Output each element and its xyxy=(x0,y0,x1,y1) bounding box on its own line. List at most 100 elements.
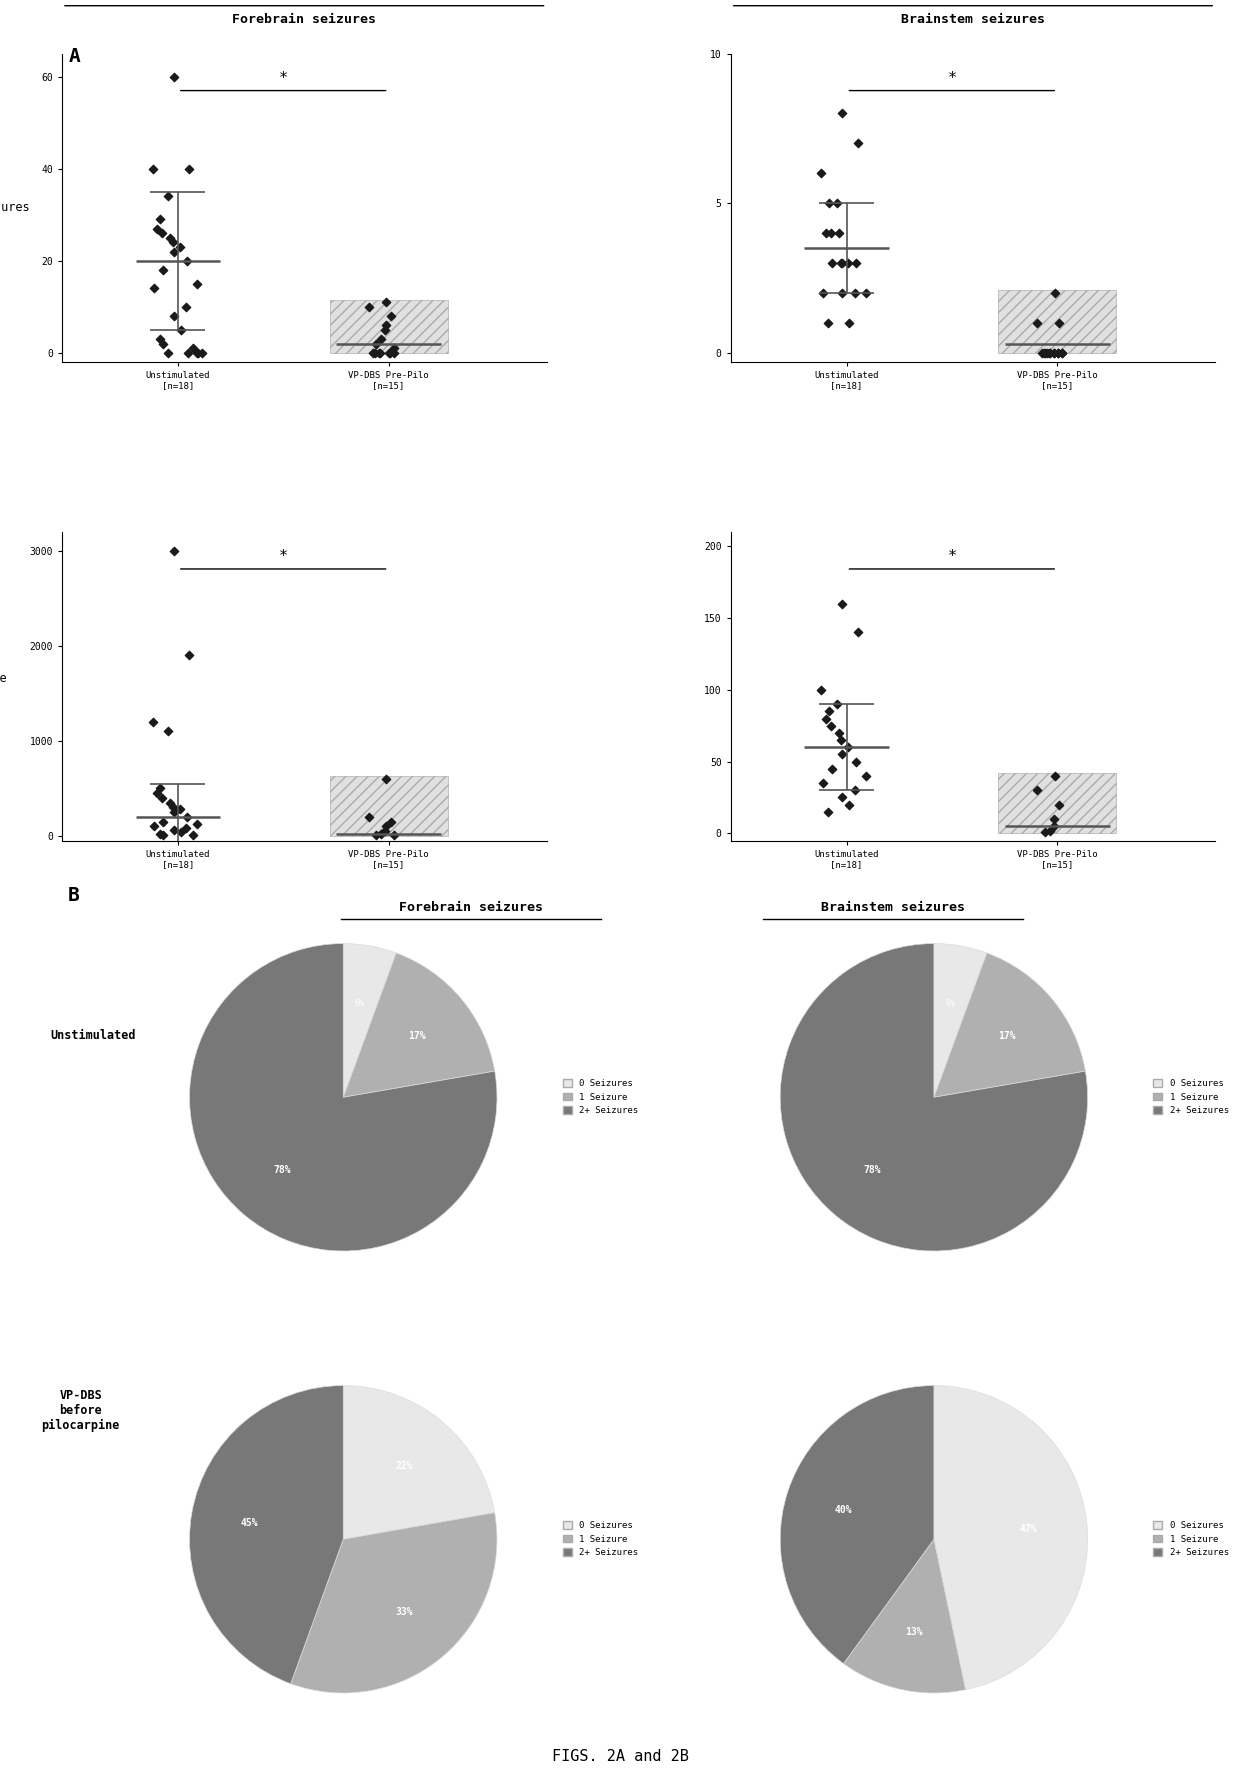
Text: *: * xyxy=(947,550,956,564)
Point xyxy=(160,223,180,252)
Point xyxy=(164,237,184,266)
Point xyxy=(827,189,847,218)
Point xyxy=(1040,816,1060,844)
Point xyxy=(371,339,391,368)
Point xyxy=(811,675,831,703)
Bar xyxy=(330,776,448,835)
Point xyxy=(376,812,396,841)
Point xyxy=(192,339,212,368)
Point xyxy=(812,769,832,798)
Point xyxy=(153,220,172,248)
Wedge shape xyxy=(290,1512,497,1692)
Point xyxy=(177,339,197,368)
Y-axis label: # of seizures: # of seizures xyxy=(0,202,30,214)
Point xyxy=(188,339,208,368)
Text: 47%: 47% xyxy=(1021,1524,1038,1535)
Point xyxy=(358,293,378,321)
Text: 33%: 33% xyxy=(396,1606,413,1617)
Point xyxy=(828,719,848,748)
Text: VP-DBS
before
pilocarpine: VP-DBS before pilocarpine xyxy=(41,1389,120,1432)
Point xyxy=(159,339,179,368)
Point xyxy=(383,339,403,368)
Point xyxy=(187,810,207,839)
Text: Brainstem seizures: Brainstem seizures xyxy=(821,901,965,914)
Point xyxy=(1048,339,1068,368)
Wedge shape xyxy=(343,944,397,1098)
Point xyxy=(177,803,197,832)
Point xyxy=(363,339,383,368)
Point xyxy=(148,778,167,807)
Point xyxy=(1034,339,1054,368)
Point xyxy=(1039,339,1059,368)
Point xyxy=(372,325,392,353)
Point xyxy=(383,334,403,362)
Point xyxy=(821,712,841,741)
Point xyxy=(1035,339,1055,368)
Point xyxy=(832,250,852,278)
Bar xyxy=(998,773,1116,834)
Point xyxy=(376,316,396,345)
Wedge shape xyxy=(190,1385,343,1683)
Point xyxy=(176,814,196,843)
Point xyxy=(177,246,197,275)
Point xyxy=(157,718,177,746)
Point xyxy=(1044,812,1064,841)
Point xyxy=(376,818,396,846)
Legend: 0 Seizures, 1 Seizure, 2+ Seizures: 0 Seizures, 1 Seizure, 2+ Seizures xyxy=(559,1517,642,1560)
Point xyxy=(832,589,852,618)
Point xyxy=(187,339,207,368)
Point xyxy=(1040,339,1060,368)
Text: 45%: 45% xyxy=(241,1517,258,1528)
Text: A: A xyxy=(68,48,79,66)
Point xyxy=(383,821,403,850)
Legend: 0 Seizures, 1 Seizure, 2+ Seizures: 0 Seizures, 1 Seizure, 2+ Seizures xyxy=(1149,1517,1233,1560)
Point xyxy=(153,807,172,835)
Point xyxy=(148,214,167,243)
Wedge shape xyxy=(934,1385,1087,1690)
Point xyxy=(1044,762,1064,791)
Point xyxy=(1044,278,1064,307)
Wedge shape xyxy=(934,953,1085,1098)
Point xyxy=(170,794,190,823)
Point xyxy=(1027,309,1047,337)
Point xyxy=(846,748,866,776)
Point xyxy=(818,309,838,337)
Text: *: * xyxy=(279,550,288,564)
Text: 78%: 78% xyxy=(273,1166,290,1175)
Title: Brainstem seizures: Brainstem seizures xyxy=(901,12,1045,27)
Point xyxy=(153,784,172,812)
Point xyxy=(164,302,184,330)
Point xyxy=(150,819,170,848)
Point xyxy=(839,791,859,819)
Point xyxy=(150,325,170,353)
Point xyxy=(164,798,184,826)
Point xyxy=(1053,339,1073,368)
Point xyxy=(368,339,388,368)
Text: 13%: 13% xyxy=(905,1628,923,1637)
Point xyxy=(143,155,162,184)
Text: *: * xyxy=(279,71,288,86)
Wedge shape xyxy=(343,1385,495,1539)
Text: 78%: 78% xyxy=(864,1166,882,1175)
Point xyxy=(179,641,198,669)
Point xyxy=(828,220,848,248)
Point xyxy=(144,275,164,303)
Wedge shape xyxy=(780,944,1087,1251)
Point xyxy=(856,278,875,307)
Point xyxy=(818,698,838,726)
Wedge shape xyxy=(780,1385,934,1664)
Point xyxy=(164,816,184,844)
Wedge shape xyxy=(343,953,495,1098)
Point xyxy=(846,776,866,805)
Point xyxy=(170,232,190,261)
Point xyxy=(816,220,836,248)
Point xyxy=(822,250,842,278)
Point xyxy=(1044,339,1064,368)
Wedge shape xyxy=(934,944,987,1098)
Point xyxy=(838,250,858,278)
Point xyxy=(1044,339,1064,368)
Point xyxy=(381,302,401,330)
Text: 6%: 6% xyxy=(946,1000,956,1009)
Bar xyxy=(998,291,1116,353)
Point xyxy=(358,803,378,832)
